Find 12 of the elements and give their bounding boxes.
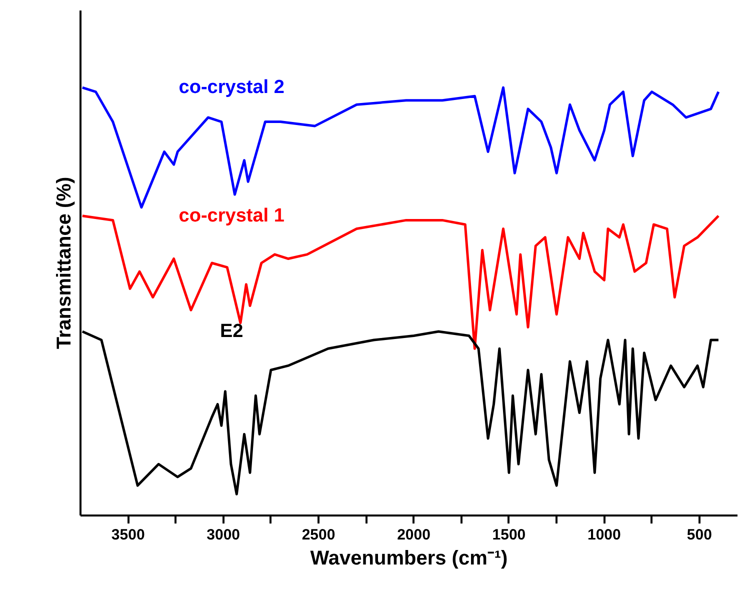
y-axis-title: Transmittance (%)	[54, 176, 76, 350]
x-tick-label: 1000	[588, 526, 621, 544]
series-label: co-crystal 1	[178, 205, 285, 226]
series-label: co-crystal 2	[178, 77, 284, 98]
x-tick-label: 3500	[111, 526, 145, 544]
x-tick-label: 500	[686, 526, 712, 544]
x-axis-title: Wavenumbers (cm⁻¹)	[310, 548, 508, 570]
x-tick-label: 2000	[397, 526, 430, 544]
x-tick-label: 2500	[302, 526, 336, 544]
x-tick-label: 3000	[206, 526, 240, 544]
x-tick-label: 1500	[492, 526, 526, 544]
text: E2	[220, 320, 244, 342]
